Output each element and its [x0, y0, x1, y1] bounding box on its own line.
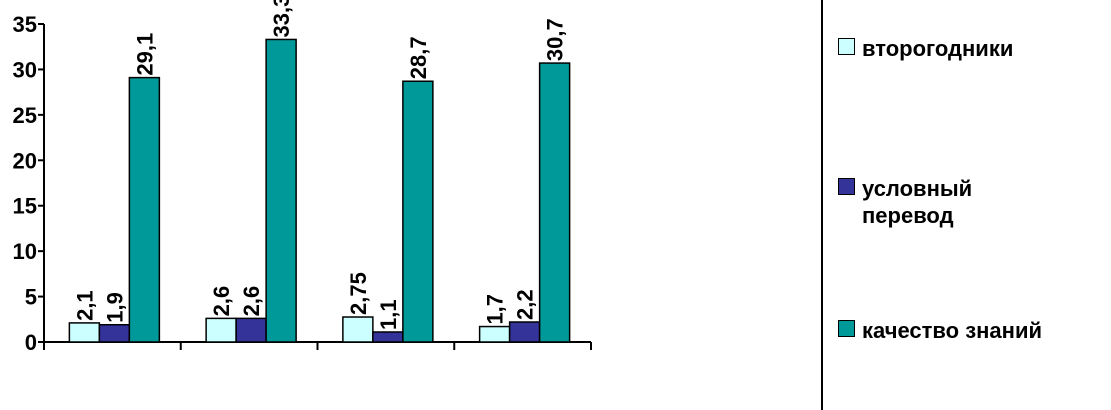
y-tick-label: 30 — [13, 57, 37, 82]
bar-1-3 — [342, 316, 374, 343]
legend-label-repeaters: второгодники — [862, 36, 1014, 61]
data-label: 1,9 — [102, 292, 127, 323]
bar-2-1 — [98, 323, 131, 343]
data-label: 2,6 — [209, 286, 234, 317]
legend-item-knowledge-quality: качество знаний — [838, 317, 1102, 344]
bar-2-3 — [372, 331, 404, 343]
bar-3-4 — [538, 62, 571, 343]
data-label: 2,6 — [239, 286, 264, 317]
legend-item-conditional-transfer: условный перевод — [838, 175, 1012, 229]
data-label: 1,1 — [376, 299, 401, 330]
bar-3-3 — [402, 80, 434, 343]
data-label: 30,7 — [543, 18, 568, 61]
legend-swatch-conditional-transfer — [838, 178, 855, 195]
y-tick-label: 20 — [13, 148, 37, 173]
legend-swatch-repeaters — [838, 38, 855, 55]
bar-2-2 — [235, 317, 267, 343]
bar-1-2 — [205, 317, 237, 343]
data-label: 2,1 — [72, 290, 97, 321]
bar-3-2 — [265, 38, 297, 343]
legend-swatch-knowledge-quality — [838, 320, 855, 337]
legend-label-knowledge-quality: качество знаний — [862, 318, 1043, 343]
legend-item-repeaters: второгодники — [838, 35, 1102, 62]
data-label: 29,1 — [132, 33, 157, 76]
data-label: 28,7 — [406, 36, 431, 79]
y-tick-label: 15 — [13, 194, 37, 219]
chart-divider-line — [821, 0, 823, 410]
y-tick-label: 35 — [13, 12, 37, 37]
y-tick-label: 0 — [25, 330, 37, 355]
y-tick-label: 10 — [13, 239, 37, 264]
bar-2-4 — [508, 321, 541, 343]
y-tick-label: 5 — [25, 285, 37, 310]
data-label: 2,75 — [346, 272, 371, 315]
bar-1-1 — [68, 322, 101, 343]
bar-1-4 — [478, 325, 511, 343]
y-tick-label: 25 — [13, 103, 37, 128]
legend-label-conditional-transfer: условный перевод — [862, 176, 973, 228]
bar-3-1 — [128, 76, 161, 343]
data-label: 2,2 — [513, 289, 538, 320]
data-label: 1,7 — [483, 294, 508, 325]
data-label: 33,3 — [269, 0, 294, 37]
chart-legend: второгодники условный перевод качество з… — [838, 0, 1111, 410]
